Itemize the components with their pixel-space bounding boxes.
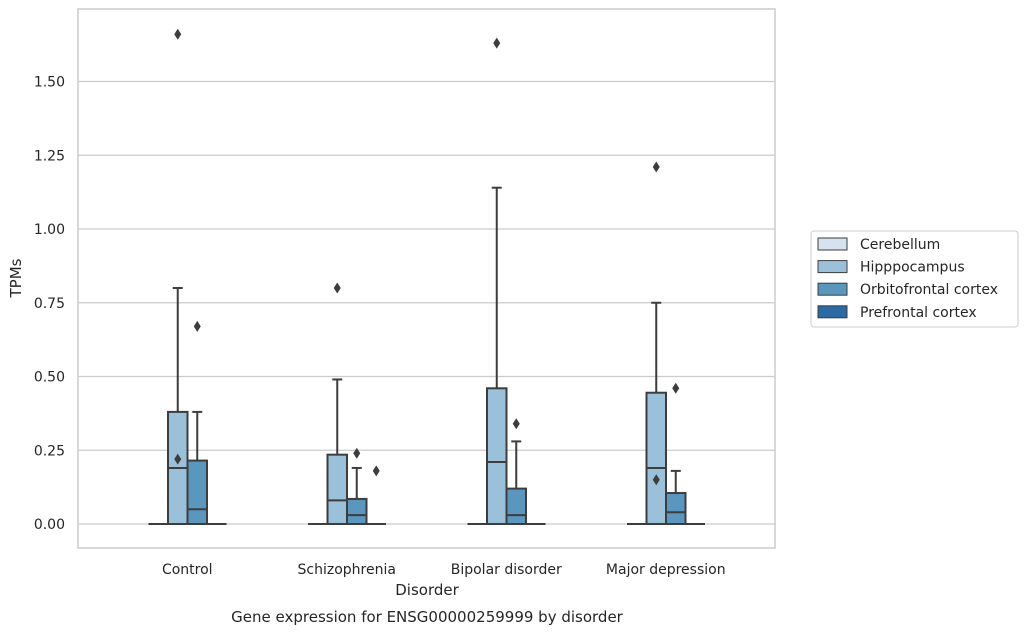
legend-swatch bbox=[817, 282, 848, 296]
y-tick-label: 0.75 bbox=[34, 296, 65, 312]
box-body bbox=[326, 453, 348, 525]
box-1-2 bbox=[486, 37, 508, 525]
y-tick-label: 0.50 bbox=[34, 370, 65, 386]
outlier-point bbox=[652, 474, 660, 486]
box-2-1 bbox=[346, 447, 368, 525]
outlier-point bbox=[672, 382, 680, 394]
box-1-3 bbox=[645, 161, 667, 525]
box-2-3 bbox=[665, 382, 687, 525]
y-tick-label: 1.25 bbox=[34, 148, 65, 164]
box-2-2 bbox=[505, 418, 527, 526]
box-1-1 bbox=[326, 282, 348, 525]
outlier-point bbox=[174, 28, 182, 40]
y-tick-label: 1.50 bbox=[34, 75, 65, 91]
legend-swatch bbox=[817, 237, 848, 251]
legend-label: Prefrontal cortex bbox=[860, 305, 977, 321]
outlier-point bbox=[353, 447, 361, 459]
y-tick-labels: 0.00 0.25 0.50 0.75 1.00 1.25 1.50 bbox=[34, 75, 65, 534]
box-2-0 bbox=[186, 320, 208, 526]
plot-frame bbox=[77, 8, 776, 549]
outlier-point bbox=[652, 161, 660, 173]
x-tick-label: Major depression bbox=[606, 562, 726, 578]
box-body bbox=[505, 487, 527, 526]
x-tick-label: Schizophrenia bbox=[298, 562, 396, 578]
outlier-point bbox=[333, 282, 341, 294]
legend-label: Orbitofrontal cortex bbox=[860, 282, 998, 298]
legend-label: Hipppocampus bbox=[860, 260, 965, 276]
outlier-point bbox=[512, 418, 520, 430]
outlier-point bbox=[493, 37, 501, 49]
legend-swatch bbox=[817, 305, 848, 319]
box-body bbox=[486, 387, 508, 525]
chart-title: Gene expression for ENSG00000259999 by d… bbox=[231, 608, 624, 626]
y-tick-label: 1.00 bbox=[34, 222, 65, 238]
outlier-point bbox=[174, 453, 182, 465]
x-axis-label: Disorder bbox=[395, 581, 459, 599]
legend-label: Cerebellum bbox=[860, 237, 940, 253]
outlier-point bbox=[372, 465, 380, 477]
outlier-point bbox=[193, 320, 201, 332]
x-tick-label: Bipolar disorder bbox=[451, 562, 562, 578]
x-tick-label: Control bbox=[162, 562, 213, 578]
legend: Cerebellum Hipppocampus Orbitofrontal cort… bbox=[810, 230, 1019, 328]
x-tick-labels: Control Schizophrenia Bipolar disorder Majo… bbox=[162, 562, 726, 578]
y-tick-label: 0.00 bbox=[34, 517, 65, 533]
box-plot-marks bbox=[148, 28, 705, 526]
box-body bbox=[645, 391, 667, 525]
gridlines bbox=[78, 80, 775, 525]
box-body bbox=[186, 459, 208, 526]
y-axis-label: TPMs bbox=[7, 258, 25, 298]
legend-frame bbox=[810, 230, 1019, 328]
y-tick-label: 0.25 bbox=[34, 443, 65, 459]
box-body bbox=[346, 497, 368, 525]
legend-swatch bbox=[817, 260, 848, 274]
box-body bbox=[665, 492, 687, 525]
box-1-0 bbox=[167, 28, 189, 525]
box-3-1 bbox=[366, 465, 386, 525]
